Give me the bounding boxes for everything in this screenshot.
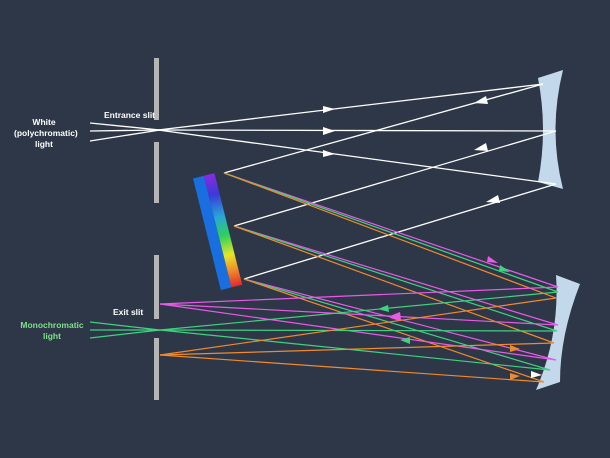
white-light-label-line3: light <box>35 139 53 149</box>
magenta-rays-focused <box>159 286 559 361</box>
entrance-slit-lower <box>154 142 159 203</box>
mono-light-label-line1: Monochromatic <box>20 320 84 330</box>
white-rays-to-mirror <box>157 83 557 185</box>
white-light-label: White (polychromatic) light <box>14 117 78 150</box>
white-light-label-line1: White <box>32 117 56 127</box>
white-ray-arrows-right <box>531 371 542 378</box>
collimating-mirror <box>538 70 563 189</box>
mono-light-label: Monochromatic light <box>10 320 94 342</box>
white-rays-to-grating <box>223 83 557 280</box>
exit-slit-lower <box>154 338 159 400</box>
orange-ray-arrows <box>510 345 520 380</box>
magenta-ray-arrows <box>390 256 498 321</box>
exit-slit-upper <box>154 255 159 319</box>
entrance-slit-upper <box>154 58 159 120</box>
white-ray-arrows-out <box>323 106 335 157</box>
green-rays-focused <box>159 291 559 371</box>
outgoing-green-rays <box>89 321 161 339</box>
white-ray-arrows-back <box>474 96 500 203</box>
green-rays-dispersed <box>223 172 559 371</box>
green-ray-arrows <box>378 265 510 344</box>
magenta-rays-dispersed <box>223 172 559 361</box>
mono-light-label-line2: light <box>43 331 61 341</box>
entrance-slit-label: Entrance slit <box>104 110 156 120</box>
incoming-white-rays <box>89 122 161 142</box>
diffraction-grating <box>193 173 243 291</box>
white-light-label-line2: (polychromatic) <box>14 128 78 138</box>
orange-rays-focused <box>159 297 557 383</box>
focusing-mirror <box>536 275 580 390</box>
orange-rays-dispersed <box>223 172 557 383</box>
exit-slit-label: Exit slit <box>113 307 144 317</box>
